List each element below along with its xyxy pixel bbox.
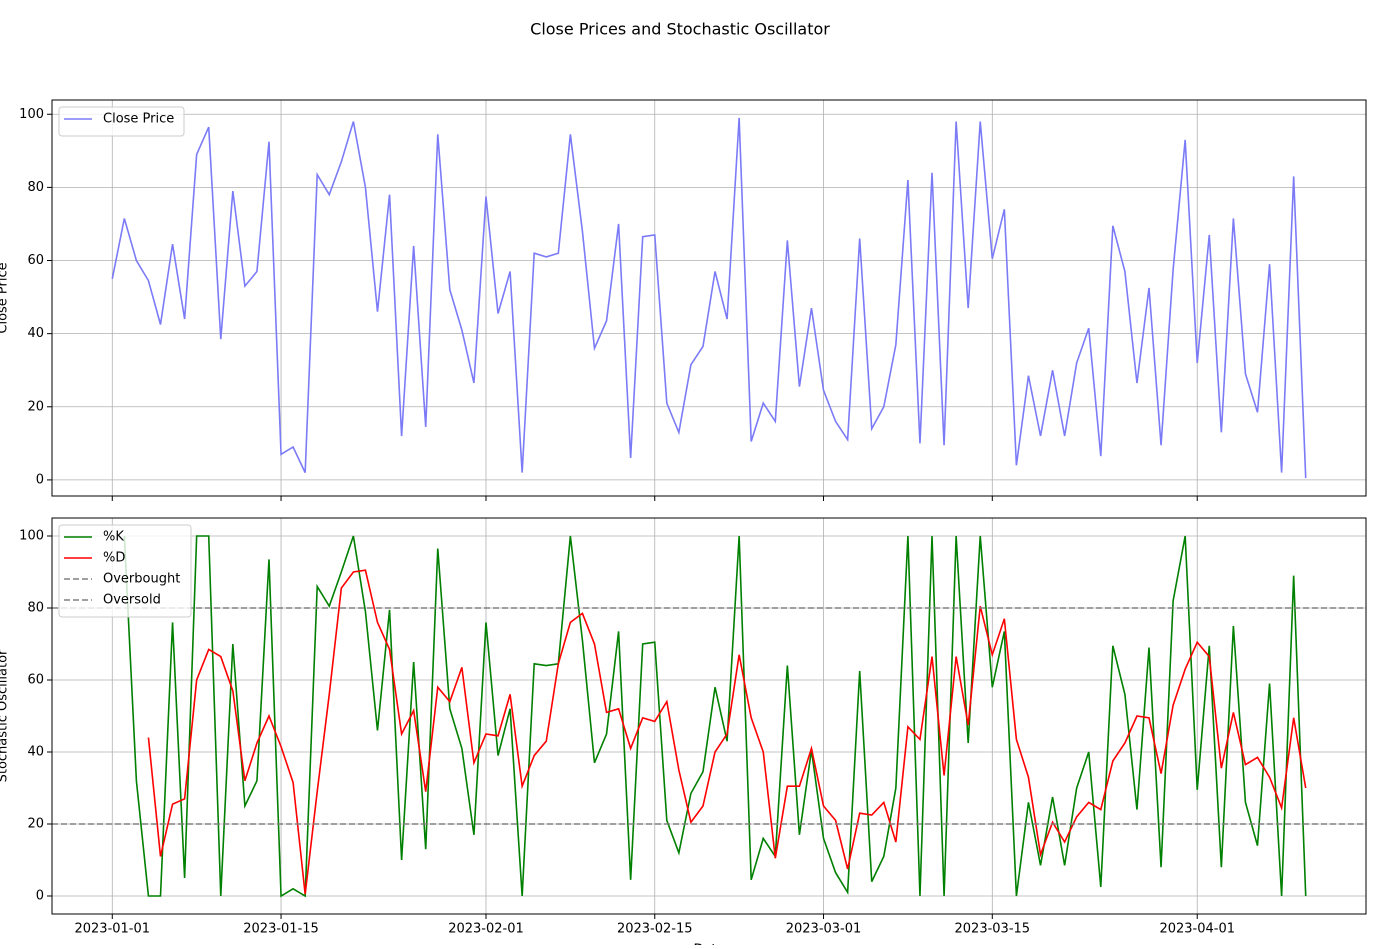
legend-label: Oversold [103, 593, 161, 608]
line-series [147, 569, 1307, 895]
line-series [111, 117, 1307, 479]
y-tick-label: 0 [36, 472, 44, 487]
y-tick-label: 80 [27, 180, 44, 195]
x-tick-label: 2023-01-01 [74, 922, 150, 937]
y-axis-label: Close Price [0, 262, 11, 333]
y-tick-label: 40 [27, 745, 44, 760]
x-tick-label: 2023-04-01 [1159, 922, 1235, 937]
x-tick-label: 2023-01-15 [243, 922, 319, 937]
y-tick-label: 20 [27, 817, 44, 832]
y-tick-label: 60 [27, 673, 44, 688]
legend-box [58, 524, 192, 618]
x-tick-label: 2023-03-15 [955, 922, 1031, 937]
axes-frame [51, 99, 1367, 497]
y-tick-label: 20 [27, 399, 44, 414]
line-series [123, 535, 1307, 898]
y-tick-label: 100 [19, 107, 44, 122]
y-tick-label: 0 [36, 889, 44, 904]
x-tick-label: 2023-02-15 [617, 922, 693, 937]
y-tick-label: 80 [27, 601, 44, 616]
x-tick-label: 2023-02-01 [448, 922, 524, 937]
axes-frame [51, 517, 1367, 915]
y-tick-label: 60 [27, 253, 44, 268]
x-tick-label: 2023-03-01 [786, 922, 862, 937]
figure-title: Close Prices and Stochastic Oscillator [530, 20, 830, 39]
legend-label: Close Price [103, 112, 174, 127]
legend-label: %D [103, 551, 125, 566]
legend-label: Overbought [103, 572, 180, 587]
y-tick-label: 40 [27, 326, 44, 341]
y-tick-label: 100 [19, 529, 44, 544]
y-axis-label: Stochastic Oscillator [0, 649, 11, 782]
legend-label: %K [103, 530, 124, 545]
legend-box [58, 106, 185, 137]
